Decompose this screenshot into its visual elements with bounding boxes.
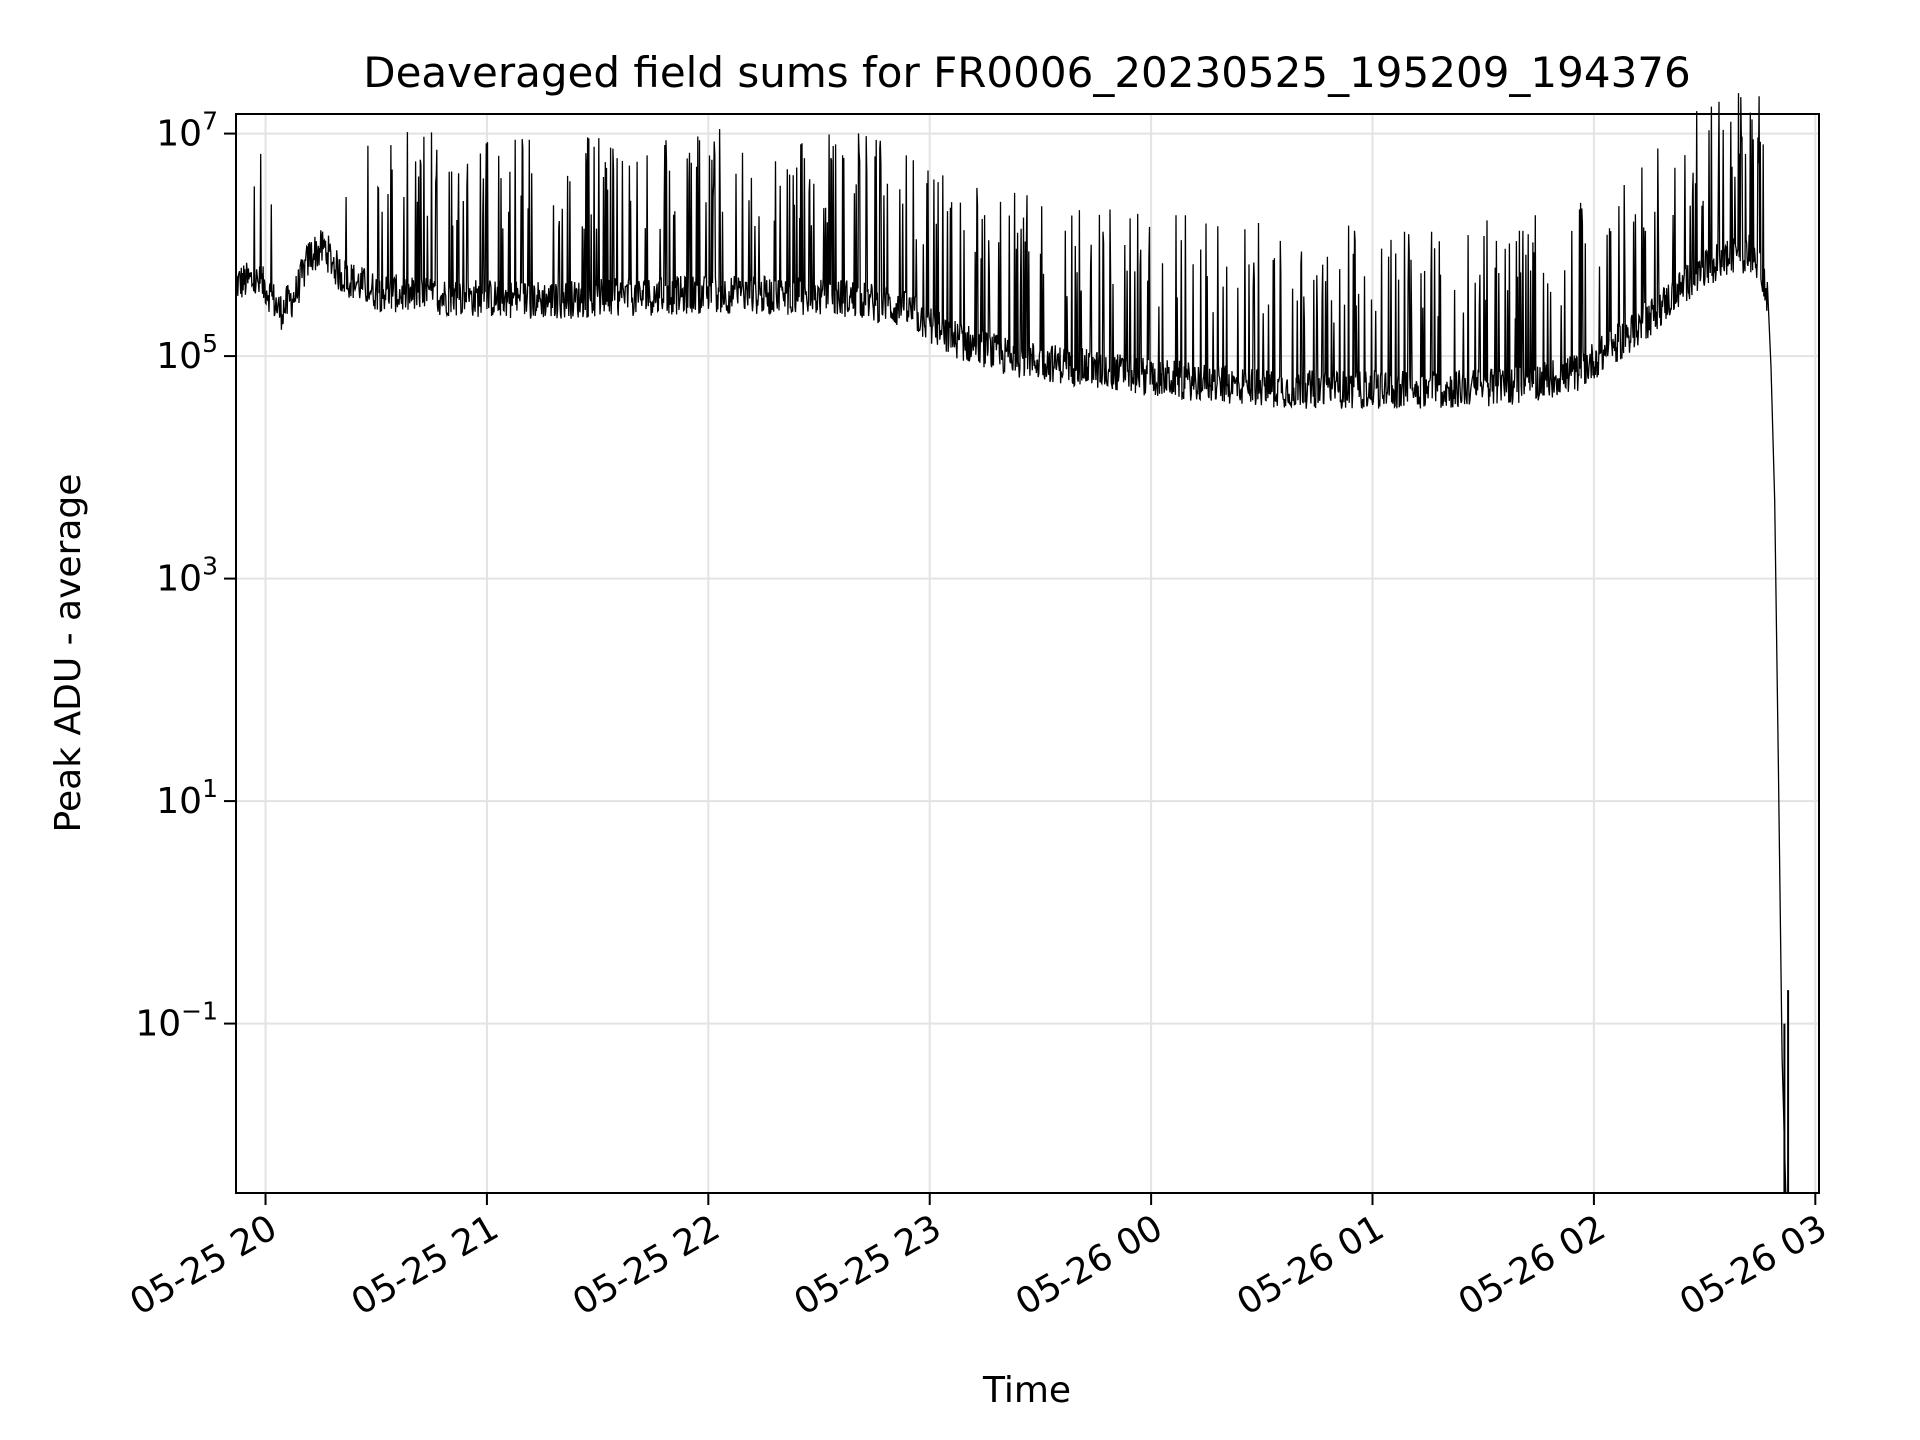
y-tick-label: 105 [156,329,218,377]
plot-frame [235,113,1820,1194]
x-axis-label: Time [982,1370,1071,1411]
chart-title: Deaveraged field sums for FR0006_2023052… [363,48,1691,97]
series-line [235,93,1787,1194]
series-line-group [235,93,1790,1194]
y-axis-label: Peak ADU - average [48,474,89,833]
y-tick-label: 107 [156,107,218,155]
y-axis-ticks: 107 105 103 101 10−1 [135,107,236,1045]
y-tick-label: 101 [156,774,218,822]
y-tick-label: 103 [156,552,218,600]
y-tick-label: 10−1 [135,997,218,1045]
